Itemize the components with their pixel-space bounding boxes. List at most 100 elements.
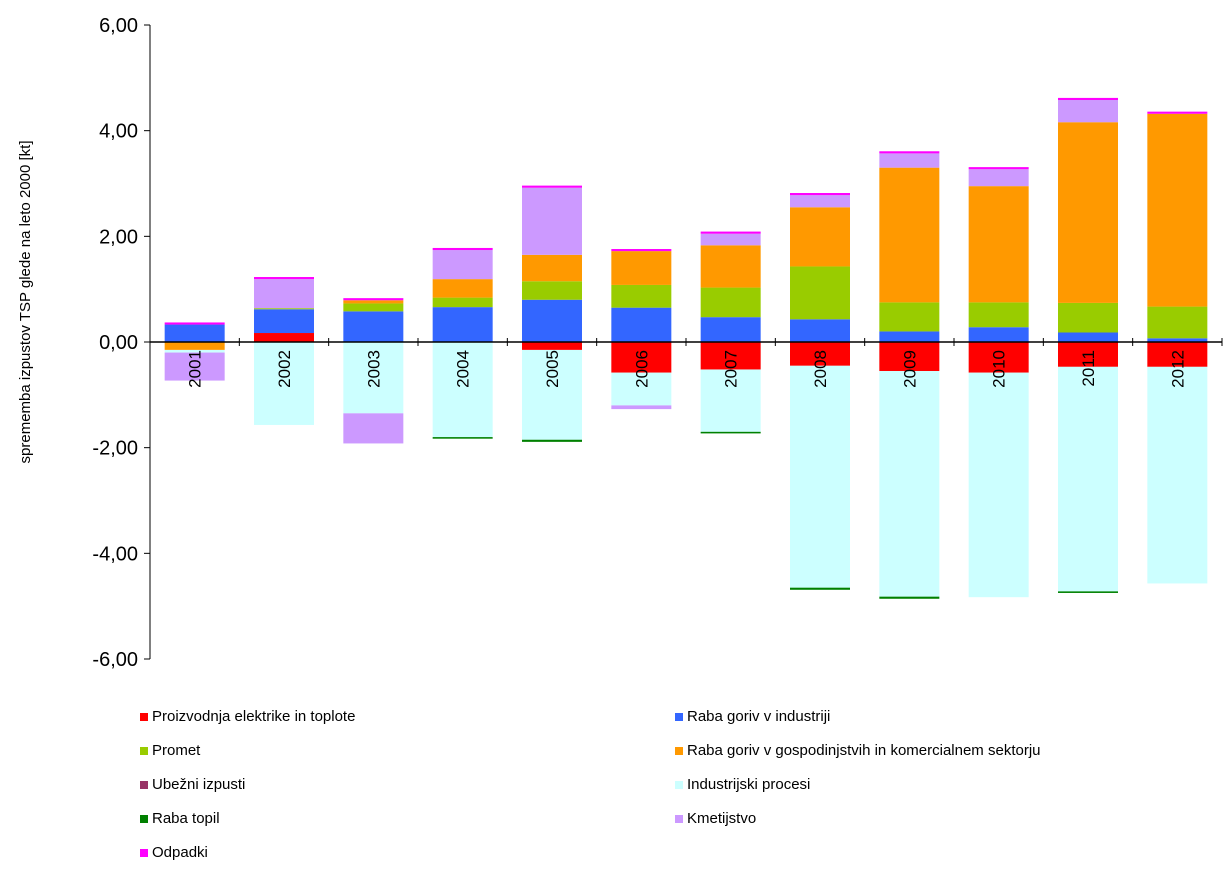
bar-segment-2010-s8 (968, 167, 1029, 170)
bar-segment-2011-s6 (1058, 591, 1118, 593)
bar-segment-2010-s5 (968, 372, 1029, 598)
bar-segment-2008-s7 (790, 195, 850, 208)
legend-swatch-6 (140, 814, 148, 823)
legend-label-7: Kmetijstvo (687, 810, 757, 827)
bar-segment-2002-s8 (254, 277, 314, 280)
bar-segment-2005-s7 (522, 187, 582, 255)
legend-item-1: Raba goriv v industriji (675, 708, 830, 725)
bar-segment-2011-s1 (1058, 332, 1118, 342)
bar-segment-2003-s8 (343, 298, 404, 301)
legend-swatch-1 (675, 712, 683, 721)
legend-item-2: Promet (140, 742, 200, 759)
bar-segment-2007-s6 (700, 431, 761, 434)
bar-segment-2003-s2 (343, 303, 404, 312)
bar-segment-2006-s3 (611, 251, 672, 285)
y-tick-label-2: 2,00 (99, 226, 138, 248)
x-tick-label-2005: 2005 (543, 350, 562, 388)
bar-segment-2009-s6 (879, 596, 940, 599)
bar-segment-2012-s1 (1147, 338, 1208, 342)
legend-swatch-8 (140, 848, 148, 857)
x-tick-label-2003: 2003 (364, 350, 383, 388)
bar-segment-2008-s0 (790, 342, 850, 366)
x-tick-label-2009: 2009 (900, 350, 919, 388)
bar-segment-2003-s5 (343, 342, 404, 414)
bar-segment-2001-s5 (164, 349, 225, 353)
bar-segment-2002-s5 (254, 342, 314, 425)
bar-segment-2004-s3 (432, 279, 493, 298)
bar-segment-2011-s5 (1058, 366, 1118, 592)
legend-label-1: Raba goriv v industriji (687, 708, 831, 725)
legend-item-7: Kmetijstvo (675, 810, 756, 827)
bar-segment-2008-s3 (790, 207, 850, 267)
bar-segment-2009-s1 (879, 331, 940, 342)
bar-segment-2004-s5 (432, 342, 493, 438)
stacked-bar-chart: 6,00 4,00 2,00 0,00 -2,00 -4,00 -6,00 2001 2002… (17, 15, 1223, 671)
bar-segment-2005-s2 (522, 281, 582, 300)
x-tick-label-2006: 2006 (632, 350, 651, 388)
bar-segment-2012-s5 (1147, 366, 1208, 584)
bar-segment-2010-s0 (968, 342, 1029, 373)
bar-segment-2005-s5 (522, 349, 582, 440)
bar-segment-2010-s3 (968, 186, 1029, 303)
legend-label-8: Odpadki (152, 844, 208, 861)
x-tick-label-2001: 2001 (186, 350, 205, 388)
bar-segment-2006-s7 (611, 405, 672, 410)
bar-segment-2005-s1 (522, 299, 582, 342)
bar-segment-2008-s8 (790, 193, 850, 196)
legend-label-5: Industrijski procesi (687, 776, 811, 793)
bar-segment-2003-s1 (343, 311, 404, 342)
bar-segment-2012-s3 (1147, 113, 1208, 307)
legend-label-4: Ubežni izpusti (152, 776, 246, 793)
bars-layer (164, 97, 1208, 599)
bar-segment-2009-s2 (879, 302, 940, 332)
bar-segment-2008-s6 (790, 587, 850, 590)
bar-segment-2011-s2 (1058, 302, 1118, 333)
bar-segment-2007-s1 (700, 317, 761, 342)
bar-segment-2010-s2 (968, 302, 1029, 328)
y-tick-label-6: -6,00 (92, 649, 138, 671)
bar-segment-2009-s8 (879, 151, 940, 154)
x-tick-label-2010: 2010 (990, 350, 1009, 388)
bar-segment-2004-s1 (432, 307, 493, 342)
bar-segment-2004-s8 (432, 247, 493, 251)
x-tick-label-2004: 2004 (454, 350, 473, 388)
x-tick-label-2011: 2011 (1079, 350, 1098, 387)
bar-segment-2006-s1 (611, 307, 672, 342)
bar-segment-2004-s6 (432, 437, 493, 439)
legend-label-3: Raba goriv v gospodinjstvih in komercial… (687, 742, 1041, 759)
x-tick-label-2008: 2008 (811, 350, 830, 388)
bar-segment-2012-s0 (1147, 342, 1208, 367)
bar-segment-2008-s5 (790, 365, 850, 588)
legend-swatch-2 (140, 746, 148, 755)
bar-segment-2004-s2 (432, 297, 493, 308)
bar-segment-2005-s0 (522, 342, 582, 350)
bar-segment-2007-s2 (700, 287, 761, 318)
bar-segment-2006-s2 (611, 284, 672, 308)
bar-segment-2002-s0 (254, 333, 314, 342)
legend-label-0: Proizvodnja elektrike in toplote (152, 708, 356, 725)
y-tick-label-1: 4,00 (99, 121, 138, 143)
bar-segment-2008-s2 (790, 266, 850, 320)
bar-segment-2001-s7 (164, 352, 225, 381)
bar-segment-2002-s1 (254, 309, 314, 334)
bar-segment-2008-s1 (790, 319, 850, 342)
y-tick-label-0: 6,00 (99, 15, 138, 37)
y-tick-label-5: -4,00 (92, 543, 138, 565)
bar-segment-2003-s7 (343, 413, 404, 444)
bar-segment-2011-s7 (1058, 100, 1118, 123)
bar-segment-2011-s8 (1058, 97, 1118, 101)
legend-label-6: Raba topil (152, 810, 220, 827)
bar-segment-2007-s0 (700, 342, 761, 370)
x-tick-label-2012: 2012 (1168, 350, 1187, 388)
bar-segment-2011-s0 (1058, 342, 1118, 367)
axes-layer: 6,00 4,00 2,00 0,00 -2,00 -4,00 -6,00 (92, 15, 1223, 671)
y-tick-label-3: 0,00 (99, 332, 138, 354)
bar-segment-2012-s2 (1147, 306, 1208, 339)
bar-segment-2009-s5 (879, 371, 940, 597)
legend-swatch-0 (140, 712, 148, 721)
bar-segment-2001-s3 (164, 342, 225, 350)
bar-segment-2010-s7 (968, 169, 1029, 187)
legend-item-4: Ubežni izpusti (140, 776, 245, 793)
bar-segment-2005-s3 (522, 254, 582, 282)
bar-segment-2003-s3 (343, 300, 404, 304)
